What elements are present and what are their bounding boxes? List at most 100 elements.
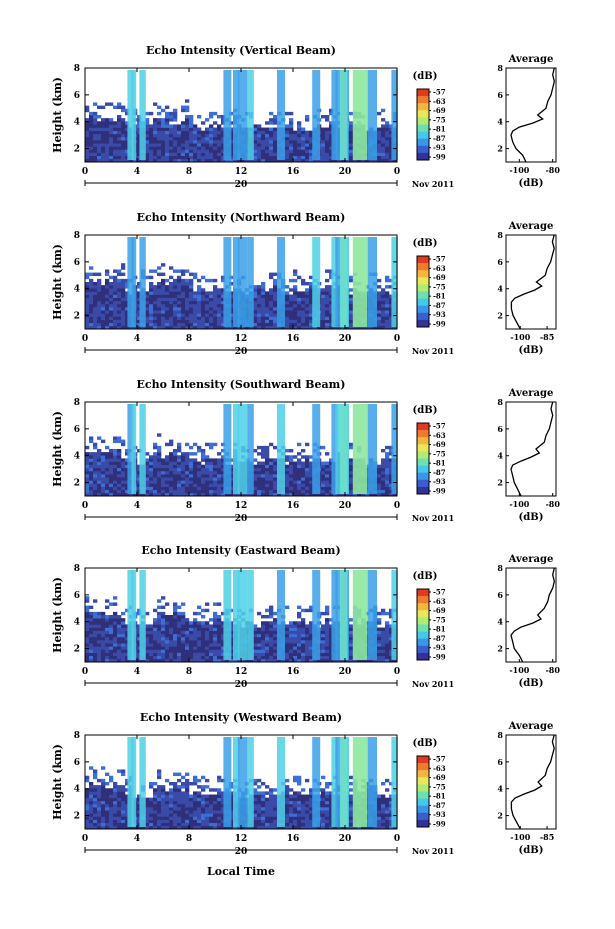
heatmap-cell — [213, 486, 218, 491]
heatmap-cell — [289, 303, 294, 308]
heatmap-cell — [93, 652, 98, 657]
heatmap-cell — [297, 158, 302, 163]
heatmap-cell — [385, 649, 390, 653]
heatmap-cell — [145, 624, 150, 628]
heatmap-cell — [253, 633, 258, 638]
heatmap-cell — [93, 124, 98, 128]
heatmap-cell — [273, 655, 278, 660]
heatmap-cell — [149, 303, 154, 308]
heatmap-cell — [221, 624, 226, 628]
heatmap-cell — [97, 307, 102, 311]
heatmap-cell — [369, 158, 374, 163]
heatmap-cell — [385, 136, 390, 141]
heatmap-cell — [257, 140, 262, 144]
heatmap-cell — [137, 140, 142, 144]
heatmap-cell — [153, 643, 158, 647]
heatmap-cell — [137, 633, 142, 638]
heatmap-cell — [325, 658, 330, 663]
heatmap-cell — [309, 313, 314, 317]
heatmap-cell — [305, 319, 310, 324]
heatmap-cell — [213, 297, 218, 302]
heatmap-cell — [229, 325, 234, 330]
heatmap-cell — [113, 624, 118, 628]
interference-streak — [127, 70, 134, 160]
colorbar-tick-label: -99 — [433, 320, 446, 329]
heatmap-cell — [301, 477, 306, 481]
heatmap-cell — [365, 319, 370, 324]
average-frame — [505, 567, 557, 663]
heatmap-cell — [285, 303, 290, 308]
heatmap-cell — [173, 627, 178, 631]
y-axis-label: Height (km) — [51, 411, 64, 487]
heatmap-cell — [85, 124, 90, 128]
heatmap-cell — [117, 794, 122, 798]
heatmap-cell — [145, 303, 150, 308]
heatmap-cell — [269, 130, 274, 135]
heatmap-cell — [85, 294, 90, 298]
colorbar-unit: (dB) — [413, 571, 438, 582]
heatmap-cell — [273, 152, 278, 157]
heatmap-cell — [161, 155, 166, 160]
heatmap-cell — [173, 124, 178, 128]
heatmap-cell — [293, 492, 298, 497]
heatmap-cell — [117, 303, 122, 308]
heatmap-cell — [217, 643, 222, 647]
heatmap-cell — [213, 483, 218, 487]
heatmap-cell — [209, 322, 214, 327]
heatmap-cell — [105, 322, 110, 327]
heatmap-cell — [257, 310, 262, 314]
heatmap-cell — [301, 643, 306, 647]
heatmap-cell — [85, 489, 90, 494]
heatmap-cell — [121, 319, 126, 324]
heatmap-cell — [177, 658, 182, 663]
heatmap-cell — [117, 322, 122, 327]
heatmap-cell — [165, 458, 170, 462]
heatmap-cell — [85, 158, 90, 163]
heatmap-cell — [97, 158, 102, 163]
heatmap-cell — [185, 143, 190, 147]
heatmap-cell — [309, 282, 314, 286]
heatmap-cell — [89, 316, 94, 320]
heatmap-cell — [389, 146, 394, 150]
heatmap-cell — [221, 489, 226, 494]
heatmap-cell — [389, 124, 394, 128]
heatmap-cell — [381, 640, 386, 644]
heatmap-cell — [217, 658, 222, 663]
x-tick-label: 8 — [186, 167, 192, 177]
heatmap-cells — [85, 404, 398, 497]
heatmap-cell — [253, 297, 258, 302]
heatmap-cell — [85, 155, 90, 160]
heatmap-cell — [201, 297, 206, 302]
heatmap-cell — [97, 310, 102, 314]
heatmap-cell — [137, 649, 142, 653]
heatmap-cell — [169, 480, 174, 484]
heatmap-cell — [185, 152, 190, 157]
heatmap-cell — [349, 636, 354, 641]
heatmap-cell — [133, 658, 138, 663]
heatmap-cell — [117, 316, 122, 320]
heatmap-cell — [105, 640, 110, 644]
heatmap-cell — [305, 492, 310, 497]
heatmap-cell — [153, 486, 158, 491]
heatmap-cell — [377, 300, 382, 305]
heatmap-cell — [89, 782, 94, 786]
heatmap-cell — [221, 313, 226, 317]
heatmap-cell — [217, 652, 222, 657]
heatmap-cell — [273, 322, 278, 327]
heatmap-cell — [369, 658, 374, 663]
heatmap-cell — [201, 322, 206, 327]
heatmap-cell — [265, 608, 270, 613]
heatmap-cell — [209, 445, 214, 450]
heatmap-cell — [197, 624, 202, 628]
heatmap-cell — [157, 325, 162, 330]
heatmap-cell — [185, 467, 190, 472]
heatmap-cell — [385, 486, 390, 491]
colorbar-tick-label: -99 — [433, 653, 446, 662]
heatmap-cell — [153, 102, 158, 106]
heatmap-cell — [105, 102, 110, 106]
heatmap-cell — [101, 288, 106, 292]
heatmap-cell — [377, 285, 382, 289]
avg-y-tick-label: 2 — [497, 311, 503, 321]
heatmap-cell — [145, 646, 150, 650]
